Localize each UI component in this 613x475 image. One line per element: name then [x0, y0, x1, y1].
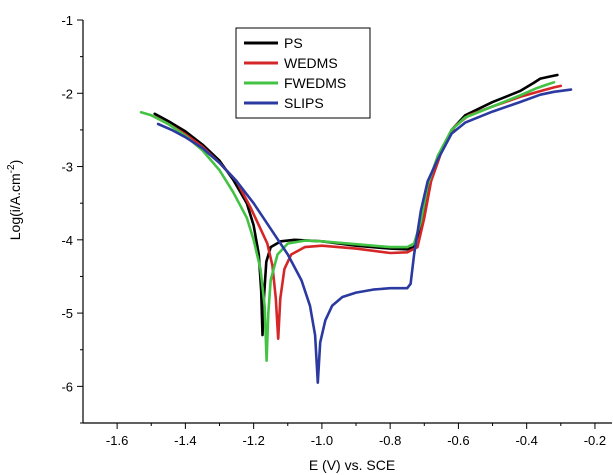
y-tick-label: -4: [61, 233, 73, 248]
legend-label-slips: SLIPS: [284, 95, 324, 111]
x-tick-label: -0.2: [584, 433, 606, 448]
x-tick-label: -1.4: [174, 433, 196, 448]
x-tick-label: -1.6: [106, 433, 128, 448]
y-tick-label: -2: [61, 86, 73, 101]
x-tick-label: -0.8: [379, 433, 401, 448]
x-tick-label: -0.4: [515, 433, 537, 448]
y-tick-label: -3: [61, 160, 73, 175]
x-tick-label: -1.2: [242, 433, 264, 448]
y-tick-label: -6: [61, 379, 73, 394]
series-layer: [139, 73, 573, 384]
series-line-slips: [156, 88, 573, 384]
y-axis-title-prefix: Log(i/A.cm: [7, 173, 23, 240]
y-axis-title-sup: -2: [6, 164, 17, 173]
y-tick-label: -5: [61, 306, 73, 321]
series-line-fwedms: [139, 81, 556, 362]
legend-label-wedms: WEDMS: [284, 55, 338, 71]
x-tick-label: -1.0: [311, 433, 333, 448]
y-axis-title: Log(i/A.cm-2): [6, 160, 23, 241]
series-line-wedms: [153, 84, 563, 340]
legend: PS WEDMS FWEDMS SLIPS: [235, 27, 371, 119]
x-axis-title: E (V) vs. SCE: [309, 457, 395, 473]
legend-label-fwedms: FWEDMS: [284, 75, 346, 91]
y-axis-title-suffix: ): [7, 160, 23, 165]
y-tick-label: -1: [61, 13, 73, 28]
legend-label-ps: PS: [284, 35, 303, 51]
x-tick-label: -0.6: [447, 433, 469, 448]
axes: -1.6 -1.4 -1.2 -1.0 -0.8 -0.6 -0.4 -0.2 -6 -5 -4 -3…: [61, 13, 612, 448]
